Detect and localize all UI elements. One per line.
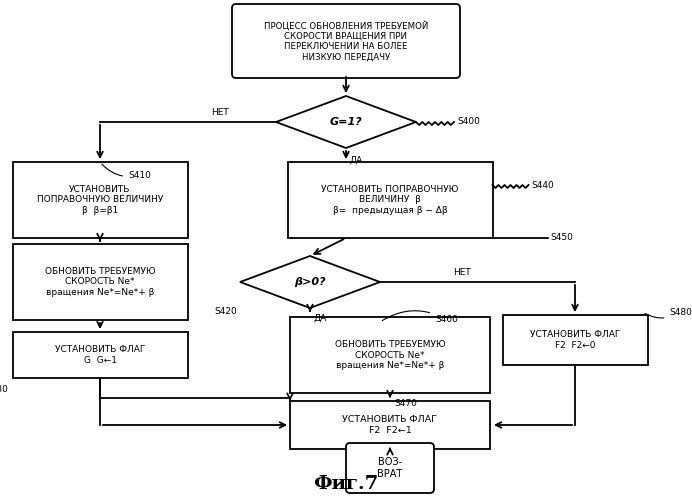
Text: S450: S450 [551, 234, 574, 242]
Text: НЕТ: НЕТ [453, 268, 471, 277]
Bar [287, 162, 493, 238]
Text: S400: S400 [457, 118, 480, 126]
Text: ОБНОВИТЬ ТРЕБУЕМУЮ
СКОРОСТЬ Ne*
вращения Ne*=Ne*+ β: ОБНОВИТЬ ТРЕБУЕМУЮ СКОРОСТЬ Ne* вращения… [335, 340, 446, 370]
Bar [290, 317, 490, 393]
Text: S460: S460 [383, 310, 458, 324]
Text: ОБНОВИТЬ ТРЕБУЕМУЮ
СКОРОСТЬ Ne*
вращения Ne*=Ne*+ β: ОБНОВИТЬ ТРЕБУЕМУЮ СКОРОСТЬ Ne* вращения… [45, 267, 155, 297]
FancyBboxPatch shape [346, 443, 434, 493]
Text: УСТАНОВИТЬ ФЛАГ
F2  F2←0: УСТАНОВИТЬ ФЛАГ F2 F2←0 [530, 330, 620, 349]
Text: УСТАНОВИТЬ
ПОПРАВОЧНУЮ ВЕЛИЧИНУ
β  β=β1: УСТАНОВИТЬ ПОПРАВОЧНУЮ ВЕЛИЧИНУ β β=β1 [37, 185, 163, 215]
Text: S410: S410 [102, 164, 151, 180]
Polygon shape [240, 256, 380, 308]
Text: Фиг.7: Фиг.7 [313, 475, 379, 493]
Bar [12, 332, 188, 378]
Text: S440: S440 [531, 180, 554, 190]
Bar [502, 315, 648, 365]
FancyBboxPatch shape [232, 4, 460, 78]
Text: ДА: ДА [350, 156, 363, 164]
Text: G=1?: G=1? [329, 117, 363, 127]
Text: S480: S480 [645, 308, 692, 318]
Bar [12, 244, 188, 320]
Text: ДА: ДА [314, 314, 327, 322]
Text: УСТАНОВИТЬ ПОПРАВОЧНУЮ
ВЕЛИЧИНУ  β
β=  предыдущая β − Δβ: УСТАНОВИТЬ ПОПРАВОЧНУЮ ВЕЛИЧИНУ β β= пре… [321, 185, 459, 215]
Text: УСТАНОВИТЬ ФЛАГ
F2  F2←1: УСТАНОВИТЬ ФЛАГ F2 F2←1 [343, 416, 437, 434]
Text: β>0?: β>0? [294, 277, 326, 287]
Text: ВОЗ-
ВРАТ: ВОЗ- ВРАТ [377, 457, 403, 479]
Bar [12, 162, 188, 238]
Text: НЕТ: НЕТ [211, 108, 229, 117]
Text: S470: S470 [394, 398, 417, 407]
Text: S430: S430 [0, 386, 8, 394]
Polygon shape [276, 96, 416, 148]
Text: S420: S420 [215, 308, 237, 316]
Text: УСТАНОВИТЬ ФЛАГ
G  G←1: УСТАНОВИТЬ ФЛАГ G G←1 [55, 346, 145, 364]
Bar [290, 401, 490, 449]
Text: ПРОЦЕСС ОБНОВЛЕНИЯ ТРЕБУЕМОЙ
СКОРОСТИ ВРАЩЕНИЯ ПРИ
ПЕРЕКЛЮЧЕНИИ НА БОЛЕЕ
НИЗКУЮ : ПРОЦЕСС ОБНОВЛЕНИЯ ТРЕБУЕМОЙ СКОРОСТИ ВР… [264, 20, 428, 61]
